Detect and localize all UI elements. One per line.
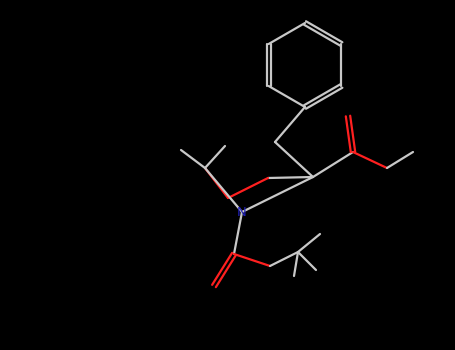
Text: N: N [237,205,247,218]
